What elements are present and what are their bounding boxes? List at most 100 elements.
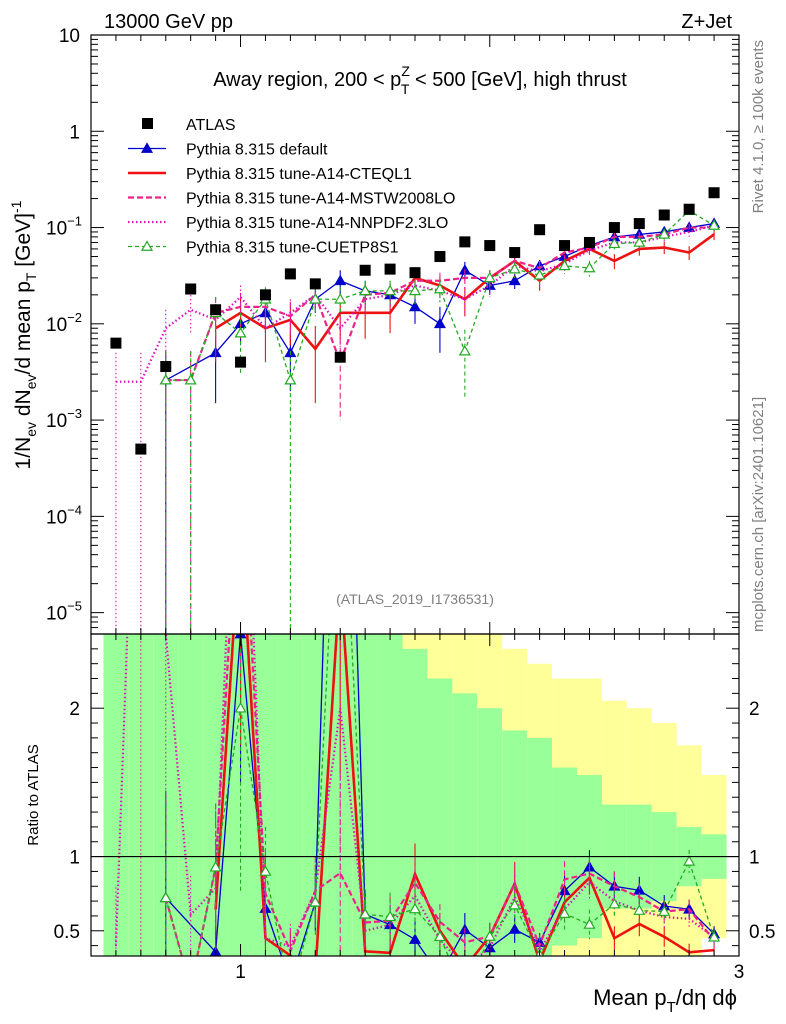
green-band-bin [477,708,503,956]
series-1-ratio-line [214,634,715,956]
series-4-ratio-point [658,905,671,916]
series-4-ratio-point [309,896,322,907]
mcplots-note: mcplots.cern.ch [arXiv:2401.10621] [750,397,767,632]
series-4-point [508,262,521,274]
header-left: 13000 GeV pp [104,11,233,33]
atlas-point [459,236,471,248]
atlas-point [284,268,296,280]
green-band-bin [178,634,204,956]
atlas-point [135,443,147,455]
green-band-bin [527,737,553,956]
atlas-point [235,356,247,368]
x-axis-label: Mean pT/dη dϕ [593,985,737,1016]
legend-series-0-label: Pythia 8.315 default [186,142,328,159]
atlas-point [259,289,271,301]
legend-series-4-marker [140,240,154,251]
series-4-ratio-point [234,701,247,713]
atlas-point [409,267,421,279]
series-4-ratio-point [633,904,646,915]
series-4-ratio-point [558,907,571,919]
x-tick-label: 2 [484,962,495,983]
series-4-point [159,373,172,385]
series-4-ratio-point [608,897,621,909]
series-0-line [165,222,715,381]
atlas-point [185,283,197,295]
series-4-point [608,237,621,249]
ratio-tick-label: 0.5 [54,922,80,943]
series-4-ratio-point [683,855,696,866]
series-0-point [433,317,446,329]
ratio-tick-label-right: 2 [749,699,760,720]
series-4-ratio-point [285,988,295,997]
green-band-bin [103,634,129,956]
legend: ATLAS Pythia 8.315 default Pythia 8.315 tu… [128,117,455,257]
series-4-point [458,344,471,356]
series-4-point [433,282,446,294]
series-4-point [184,373,197,385]
axes: 1 2 3 10 1 10−1 10−2 10−3 10−4 10−5 0.5 0.5 1 1 2 2 [46,26,775,983]
ratio-tick-label-right: 1 [749,848,760,869]
legend-series-4-label: Pythia 8.315 tune-CUETP8S1 [186,240,399,257]
x-tick-label: 3 [734,962,745,983]
series-4-point [284,373,297,385]
atlas-point [334,351,346,363]
atlas-point [309,278,321,290]
series-0-ratio-point [508,923,521,934]
series-0-ratio-point [285,977,295,986]
series-4-point [384,284,397,296]
y-tick-label: 1 [69,122,80,143]
series-0-point [334,274,347,286]
legend-series-1-label: Pythia 8.315 tune-A14-CTEQL1 [186,166,412,183]
atlas-point [160,361,172,373]
series-0-point [508,274,521,286]
green-band-bin [277,634,303,956]
series-4-ratio-point [433,930,446,942]
series-4-point [234,326,247,338]
atlas-point [583,236,595,248]
legend-atlas-marker [142,118,153,129]
y-tick-label: 10−2 [46,310,82,336]
series-4-point [533,268,546,280]
series-4-point [658,228,671,239]
y-tick-label: 10−3 [46,406,82,432]
atlas-point [633,218,645,230]
series-4-ratio-point [708,931,721,942]
atlas-point [484,240,496,252]
analysis-id: (ATLAS_2019_I1736531) [336,591,494,607]
series-4-ratio-point [259,865,272,876]
series-4-line [165,209,715,383]
series-0-ratio-point [435,970,445,979]
y-tick-label: 10−5 [46,599,82,625]
series-4-ratio-point [384,910,397,922]
atlas-point [384,263,396,275]
atlas-point [434,251,446,263]
series-4-ratio-point [508,898,521,910]
ratio-series [114,634,721,997]
series-4-ratio-point [583,918,596,929]
atlas-point [210,304,222,316]
atlas-point [534,224,546,236]
series-4-point [334,293,347,304]
series-4-ratio-point [483,930,496,941]
y-tick-label: 10−1 [46,214,82,240]
atlas-point [658,209,670,221]
atlas-point [708,187,720,199]
y-axis-label-top: 1/Nev dNev/d mean pT [GeV]-1 [8,200,39,469]
series-4-ratio-point [209,860,222,872]
series-4-ratio-point [359,908,372,919]
series-0-ratio-point [408,933,422,944]
series-4-ratio-point [159,891,172,903]
ratio-tick-label: 1 [69,848,80,869]
rivet-version-note: Rivet 4.1.0, ≥ 100k events [750,40,767,213]
legend-series-3-label: Pythia 8.315 tune-A14-NNPDF2.3LO [186,215,448,232]
main-series [110,187,721,634]
y-axis-label-ratio: Ratio to ATLAS [25,744,42,845]
atlas-point [559,240,571,252]
legend-series-0-marker [140,142,154,153]
chart-title: Away region, 200 < pZ T < 500 [GeV], high… [213,63,627,97]
legend-series-2-label: Pythia 8.315 tune-A14-MSTW2008LO [186,191,455,208]
atlas-point [110,337,122,349]
green-band-bin [452,693,478,956]
series-0-point [408,300,422,312]
